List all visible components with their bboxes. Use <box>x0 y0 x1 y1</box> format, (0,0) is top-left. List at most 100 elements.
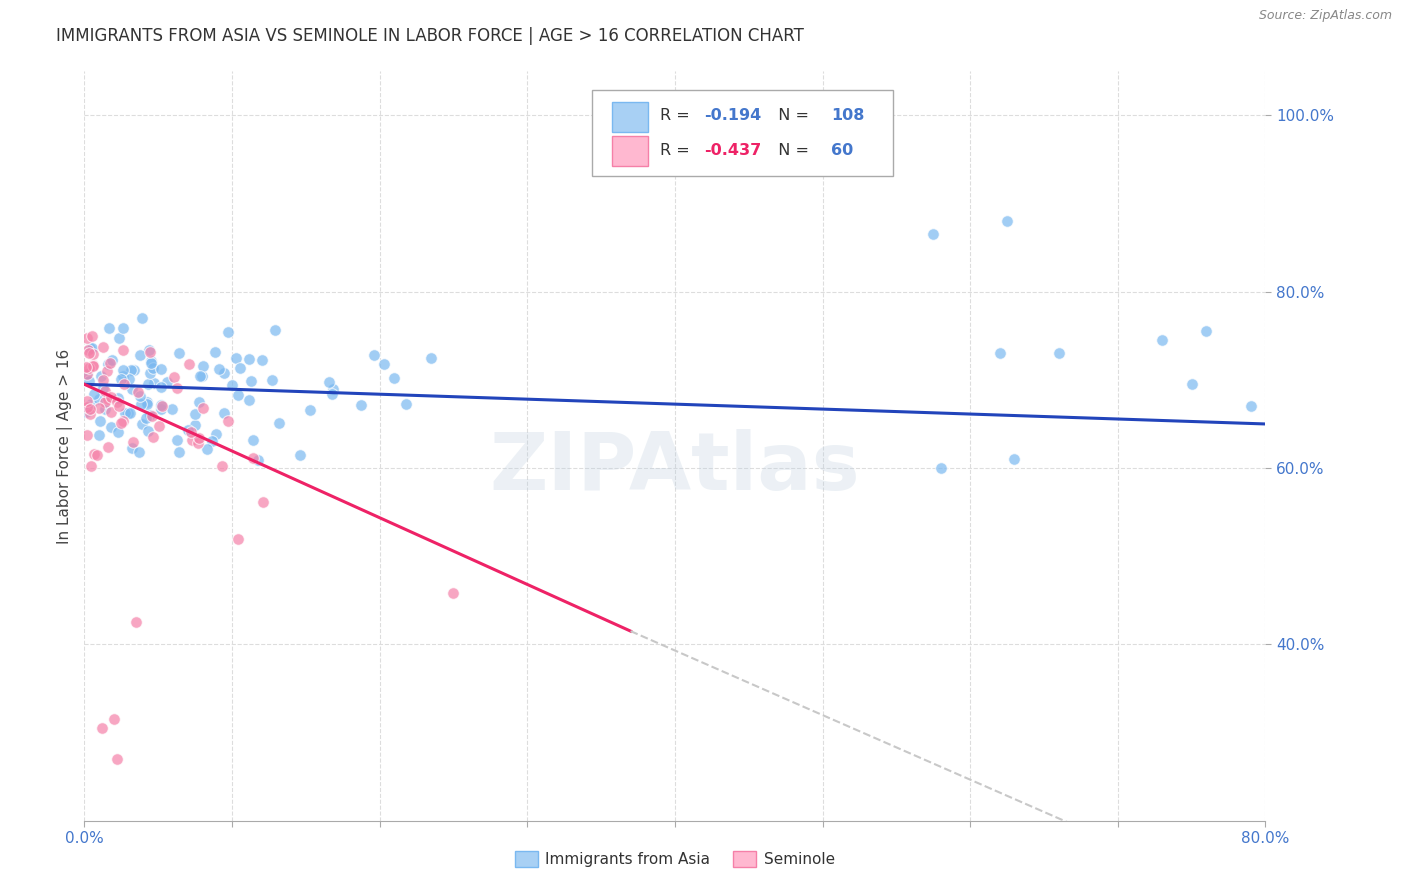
Point <box>187 435 209 450</box>
Point <box>83 447 105 461</box>
Point <box>208 361 231 376</box>
Point <box>187 395 209 409</box>
Point <box>212 367 235 381</box>
FancyBboxPatch shape <box>612 136 648 166</box>
Point <box>86 449 108 463</box>
Point <box>143 376 166 390</box>
Point <box>190 369 212 384</box>
Point <box>1240 400 1263 414</box>
Point <box>228 388 250 402</box>
Point <box>80 458 103 473</box>
Point <box>239 374 262 388</box>
Point <box>76 428 98 442</box>
Text: R =: R = <box>659 143 695 158</box>
Point <box>179 357 201 371</box>
Point <box>988 346 1011 360</box>
Point <box>149 361 172 376</box>
Point <box>929 461 952 475</box>
Point <box>107 400 129 414</box>
Point <box>155 375 177 389</box>
Point <box>217 325 239 339</box>
Point <box>83 387 105 401</box>
Point <box>382 371 405 385</box>
Point <box>75 360 97 375</box>
Point <box>246 453 269 467</box>
Text: N =: N = <box>768 108 814 123</box>
Point <box>321 386 343 401</box>
Point <box>269 417 291 431</box>
Point <box>419 351 441 365</box>
Point <box>141 354 163 368</box>
Point <box>242 433 264 447</box>
Point <box>184 407 207 421</box>
Point <box>181 433 204 447</box>
Point <box>79 361 101 376</box>
Text: -0.194: -0.194 <box>704 108 762 123</box>
Point <box>363 348 385 362</box>
Point <box>131 310 153 325</box>
Point <box>191 401 214 415</box>
Point <box>350 398 373 412</box>
Point <box>79 402 101 417</box>
Point <box>135 411 157 425</box>
Point <box>101 353 124 368</box>
Point <box>94 401 117 416</box>
Point <box>122 363 145 377</box>
Point <box>441 585 464 599</box>
Point <box>167 445 190 459</box>
Point <box>238 351 260 366</box>
Point <box>107 391 129 405</box>
Point <box>191 359 214 373</box>
Point <box>127 385 149 400</box>
Point <box>76 331 98 345</box>
Point <box>225 351 247 366</box>
Point <box>89 392 111 407</box>
Point <box>98 320 121 334</box>
Point <box>91 373 114 387</box>
Point <box>118 372 141 386</box>
Point <box>217 414 239 428</box>
Point <box>79 407 101 421</box>
Point <box>108 331 131 345</box>
Point <box>141 430 163 444</box>
Point <box>160 401 183 416</box>
Point <box>111 343 134 358</box>
Point <box>94 395 117 409</box>
Point <box>82 359 104 373</box>
Point <box>87 401 110 416</box>
Point <box>252 353 274 368</box>
Point <box>125 615 148 630</box>
Point <box>75 405 97 419</box>
Point <box>139 366 162 380</box>
Text: R =: R = <box>659 108 695 123</box>
Point <box>111 363 134 377</box>
Point <box>131 417 153 432</box>
Point <box>112 414 135 428</box>
Point <box>91 381 114 395</box>
Point <box>1195 325 1218 339</box>
Point <box>1047 346 1070 360</box>
Point <box>97 357 120 371</box>
Point <box>262 373 284 387</box>
Point <box>204 427 226 442</box>
Point <box>242 451 264 466</box>
Text: -0.437: -0.437 <box>704 143 762 158</box>
Point <box>136 376 159 391</box>
Point <box>135 397 157 411</box>
Point <box>142 360 165 375</box>
Point <box>1004 452 1026 467</box>
Point <box>82 358 104 372</box>
Point <box>112 377 135 392</box>
Point <box>197 442 219 457</box>
Point <box>226 532 249 546</box>
Point <box>80 397 103 411</box>
Point <box>114 406 136 420</box>
Point <box>76 394 98 409</box>
FancyBboxPatch shape <box>592 90 893 177</box>
Point <box>995 214 1018 228</box>
Point <box>1150 333 1173 347</box>
Point <box>94 384 117 399</box>
Point <box>120 363 142 377</box>
FancyBboxPatch shape <box>612 102 648 132</box>
Point <box>163 370 186 384</box>
